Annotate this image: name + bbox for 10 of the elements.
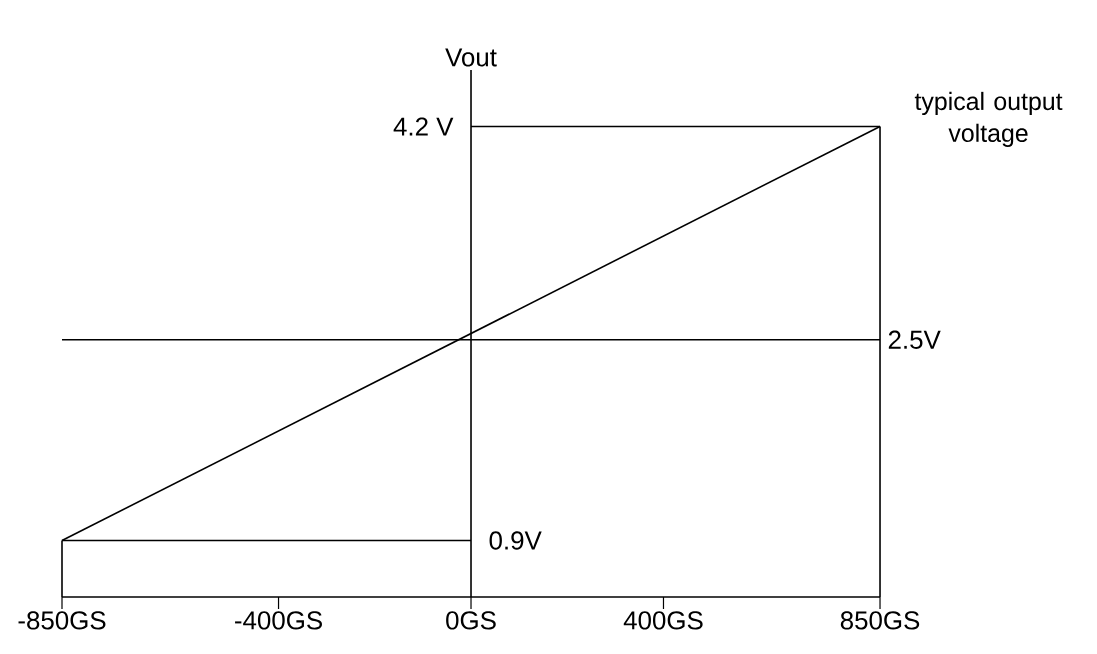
text: typical output voltage [914,91,1063,147]
ref-line-label: 0.9V [489,531,542,550]
x-tick-label: -400GS [235,611,322,630]
x-tick-label: 850GS [840,611,920,630]
y-axis-title: Vout [445,48,497,67]
x-tick-label: 0GS [446,611,496,630]
x-tick-label: -850GS [18,611,106,630]
ref-line-label: 2.5V [888,330,941,349]
ref-line-label: 4.2 V [393,117,454,136]
x-tick-label: 400GS [623,611,703,630]
